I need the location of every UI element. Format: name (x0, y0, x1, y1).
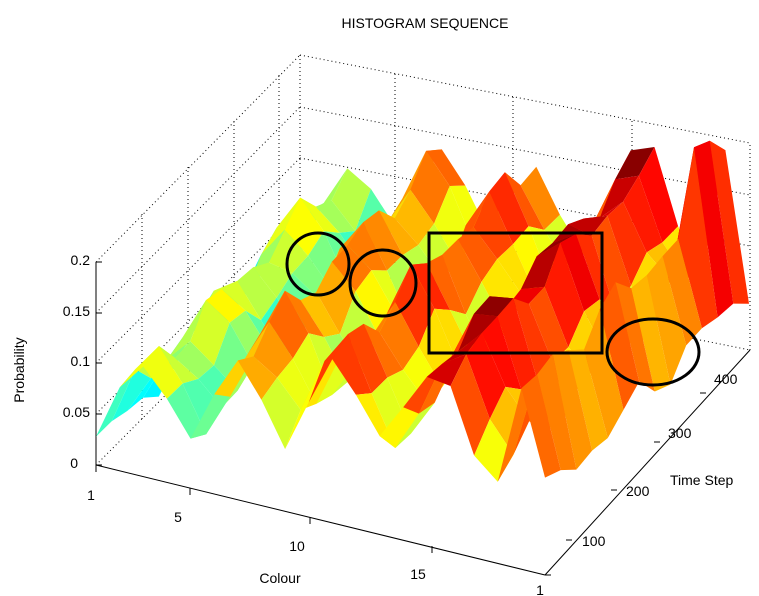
chart-title: HISTOGRAM SEQUENCE (342, 15, 509, 31)
surface-plot (96, 141, 749, 482)
y-tick-label: 1 (536, 582, 544, 596)
z-tick-label: 0 (70, 455, 78, 471)
x-tick-label: 15 (410, 566, 426, 582)
x-tick-label: 10 (289, 538, 305, 554)
x-tick-label: 5 (174, 509, 182, 525)
y-axis-label: Time Step (670, 472, 733, 488)
z-tick-label: 0.2 (71, 252, 91, 268)
x-tick-label: 1 (87, 487, 95, 503)
y-tick-label: 100 (582, 533, 606, 549)
z-axis: 0 0.05 0.1 0.15 0.2 Probability (11, 252, 102, 471)
z-axis-label: Probability (11, 337, 27, 402)
z-tick-label: 0.15 (63, 303, 90, 319)
x-axis-label: Colour (259, 570, 301, 586)
y-tick-label: 300 (668, 425, 692, 441)
y-tick-label: 400 (714, 371, 738, 387)
z-tick-label: 0.1 (71, 353, 91, 369)
y-tick-label: 200 (626, 483, 650, 499)
x-axis: 1 5 10 15 Colour (87, 465, 432, 586)
z-tick-label: 0.05 (63, 404, 90, 420)
